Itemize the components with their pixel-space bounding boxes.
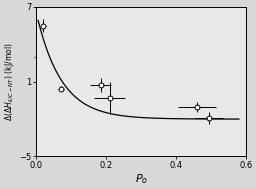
Y-axis label: $\Delta(\Delta H_{IUC-NT})$ (kJ/mol): $\Delta(\Delta H_{IUC-NT})$ (kJ/mol) <box>4 43 16 121</box>
X-axis label: $P_o$: $P_o$ <box>135 172 148 186</box>
